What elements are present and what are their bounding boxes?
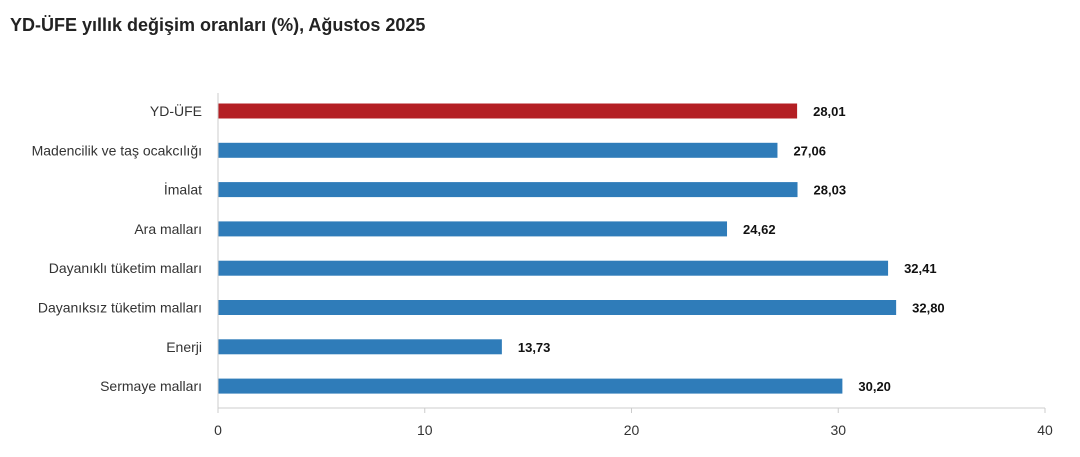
category-label: Madencilik ve taş ocakcılığı [32,142,202,158]
bar [218,182,798,198]
category-label: Ara malları [134,221,202,237]
chart-title: YD-ÜFE yıllık değişim oranları (%), Ağus… [10,15,426,35]
value-label: 13,73 [518,340,551,355]
value-labels: 28,01 27,06 28,03 24,62 32,41 32,80 13,73 30,20 [518,104,945,394]
x-tick-label: 20 [624,422,640,438]
value-label: 32,41 [904,261,937,276]
bar [218,378,843,394]
x-tick-label: 30 [830,422,846,438]
bar [218,142,778,158]
category-label: Dayanıksız tüketim malları [38,300,202,316]
category-label: İmalat [164,181,202,198]
bar [218,300,897,315]
value-label: 32,80 [912,301,945,316]
value-label: 24,62 [743,222,776,237]
category-label: Dayanıklı tüketim malları [49,260,202,276]
bar [218,103,798,119]
bar [218,339,502,355]
x-tick-label: 0 [214,422,222,438]
x-axis: 0 10 20 30 40 [214,93,1053,438]
value-label: 28,01 [813,104,846,119]
category-labels: YD-ÜFE Madencilik ve taş ocakcılığı İmalat… [32,102,203,394]
bars-layer [218,103,897,394]
bar [218,260,889,276]
x-tick-label: 40 [1037,422,1053,438]
category-label: Enerji [166,339,202,355]
category-label: YD-ÜFE [150,102,202,119]
x-tick-label: 10 [417,422,433,438]
value-label: 30,20 [858,379,891,394]
bar [218,221,728,237]
value-label: 27,06 [793,143,826,158]
category-label: Sermaye malları [100,378,202,394]
value-label: 28,03 [814,183,847,198]
